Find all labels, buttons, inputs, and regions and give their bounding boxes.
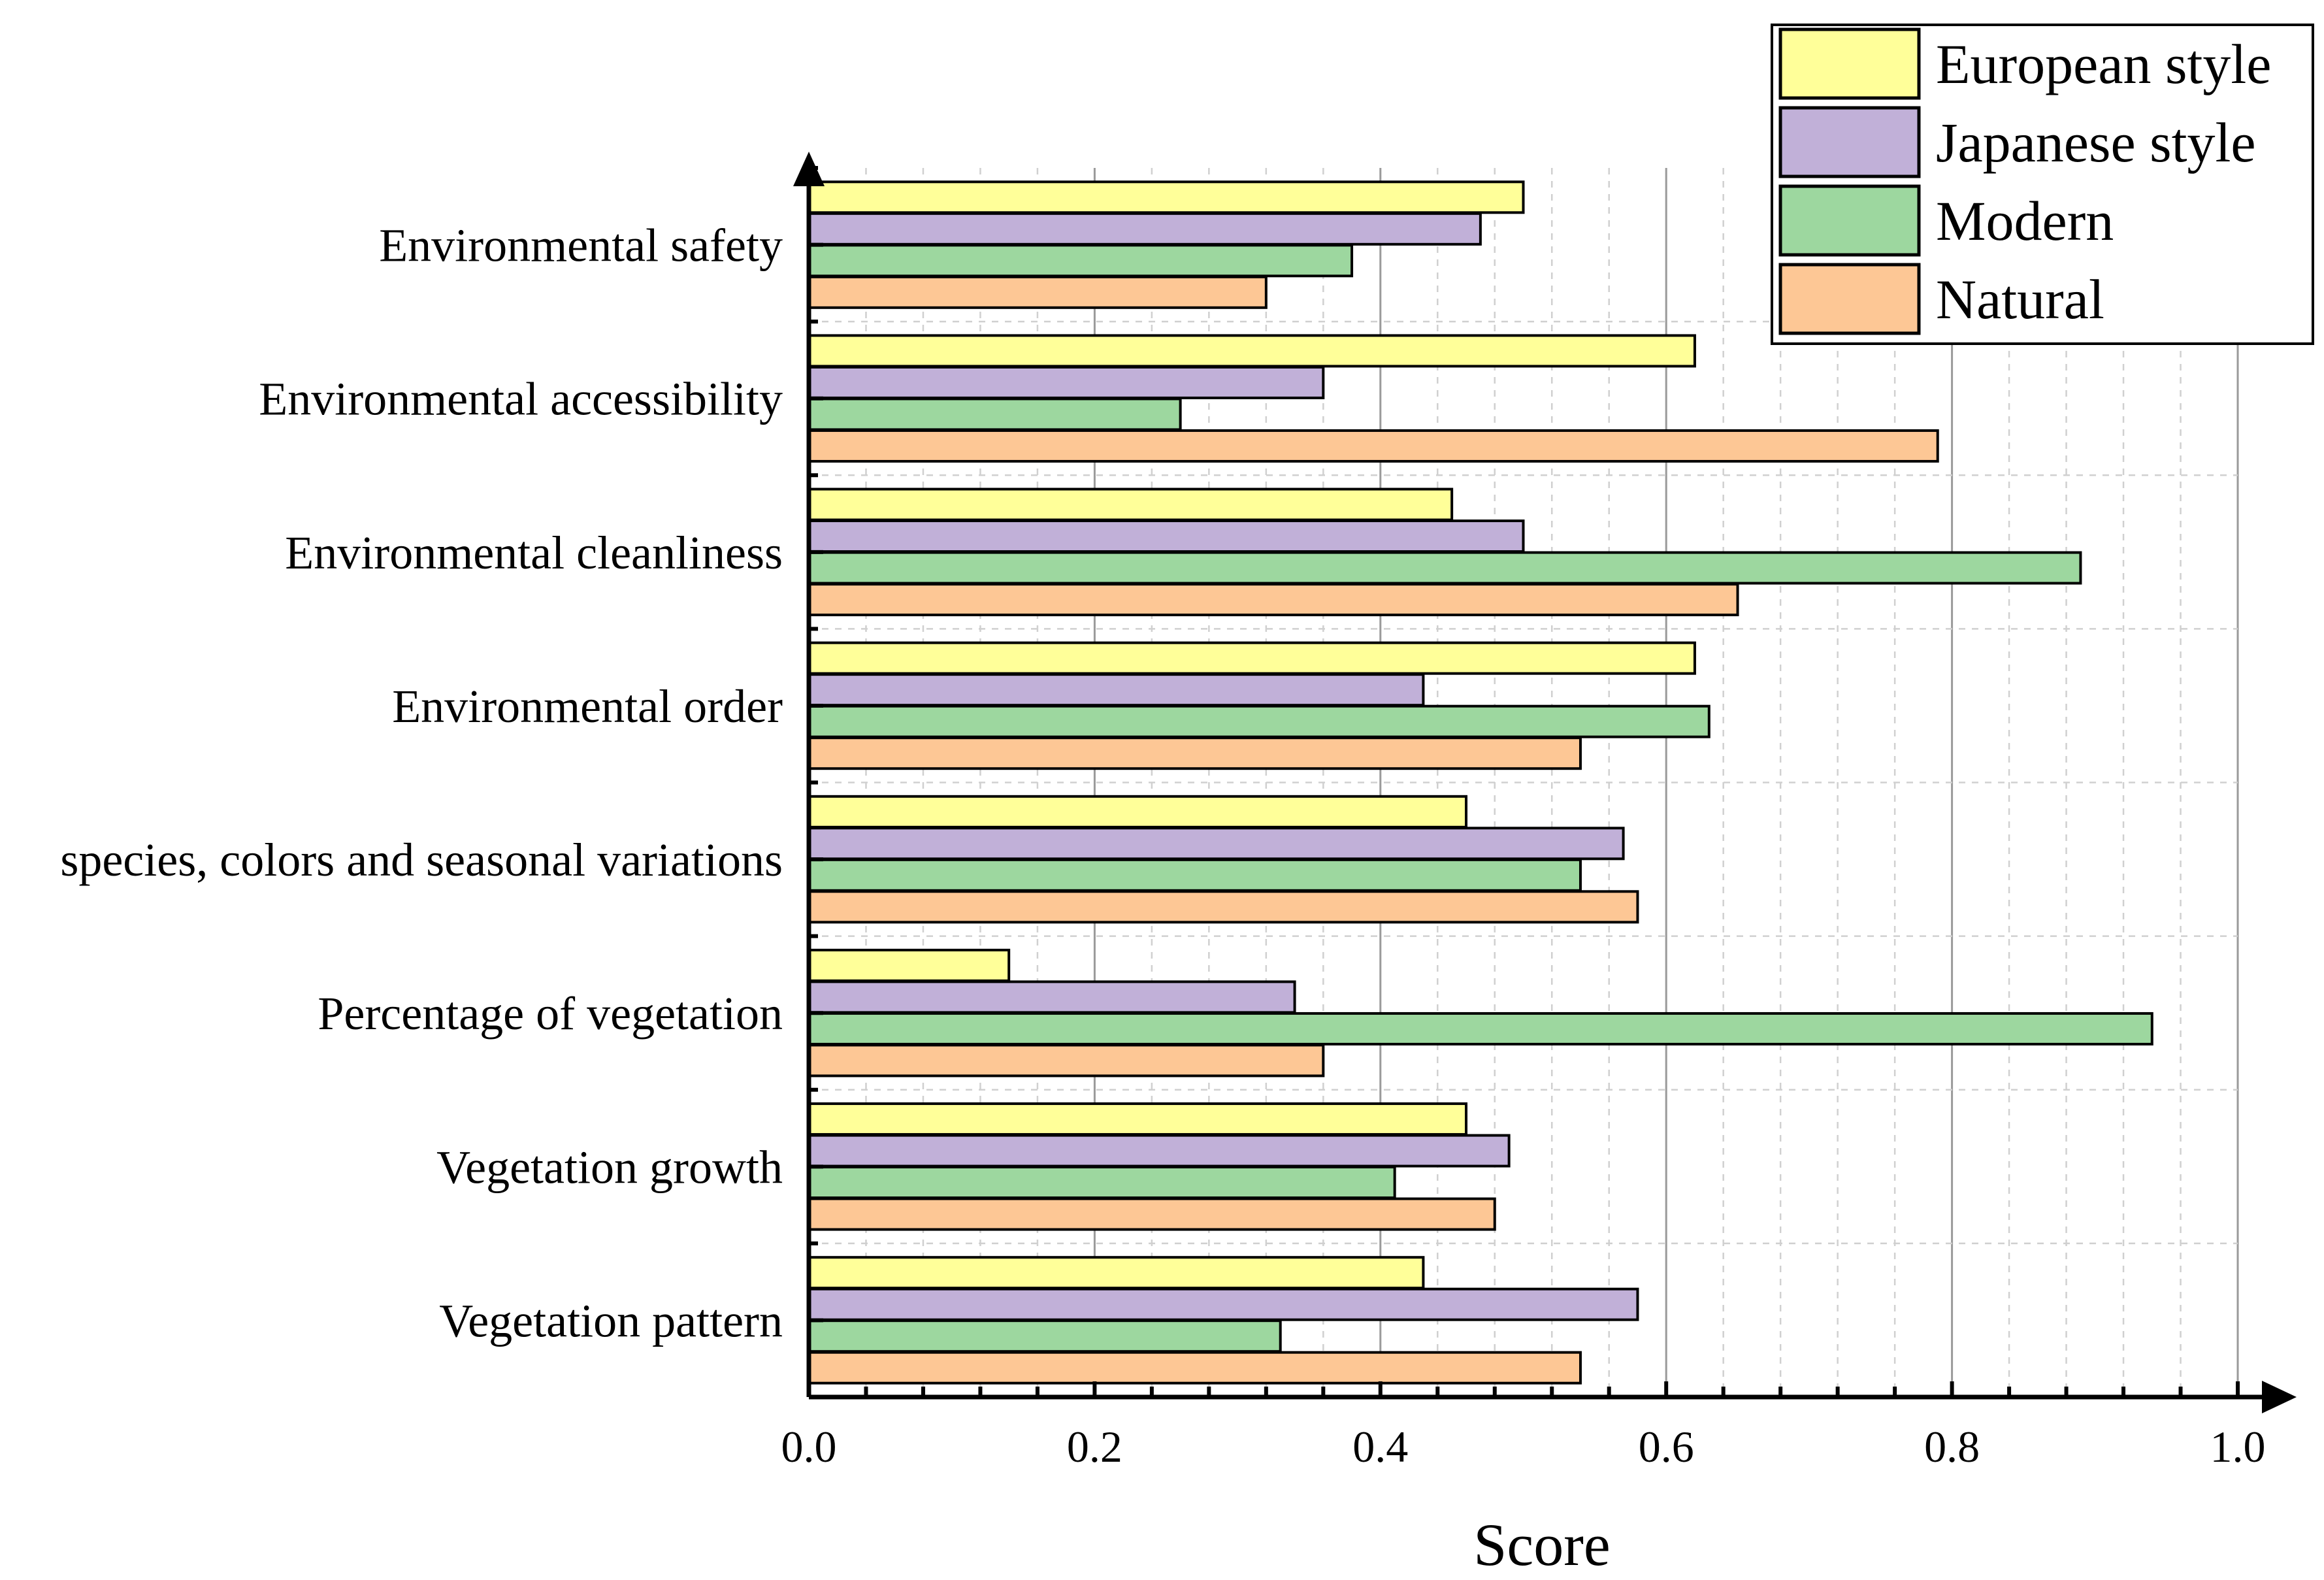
bar-natural [808,1351,1582,1385]
category-label: Vegetation pattern [439,1294,783,1347]
bar-modern [808,244,1354,278]
category-label: Environmental safety [379,220,783,272]
legend-swatch [1778,27,1921,100]
x-tick-label: 0.8 [1924,1422,1980,1472]
bar-japanese-style [808,673,1425,707]
bar-european-style [808,1102,1468,1136]
x-tick-label: 0.4 [1352,1422,1408,1472]
x-tick-label: 0.0 [781,1422,837,1472]
category-label: species, colors and seasonal variations [60,834,783,886]
bar-modern [808,858,1582,892]
bar-modern [808,1012,2153,1045]
bar-japanese-style [808,1134,1511,1168]
bar-modern [808,1166,1396,1200]
category-label: Environmental order [392,680,783,732]
bar-european-style [808,641,1696,675]
bar-natural [808,1197,1496,1231]
legend-swatch [1778,263,1921,335]
x-tick-label: 0.6 [1639,1422,1694,1472]
bar-japanese-style [808,980,1296,1014]
legend-label: Japanese style [1936,111,2256,174]
bar-japanese-style [808,1287,1639,1321]
bar-natural [808,1044,1325,1078]
bar-modern [808,397,1182,431]
bar-european-style [808,795,1468,829]
bar-european-style [808,1256,1425,1290]
category-labels: Environmental safety Environmental access… [60,220,783,1347]
category-label: Environmental accessibility [259,373,783,425]
legend-swatch [1778,184,1921,257]
axes [793,152,2297,1413]
category-label: Environmental cleanliness [285,527,783,579]
legend-label: Natural [1936,268,2104,331]
bar-modern [808,704,1710,738]
legend-label: Modern [1936,189,2114,252]
grid-lines [809,168,2239,1397]
x-axis-arrow [2262,1381,2297,1413]
legend-label: European style [1936,33,2271,95]
bar-japanese-style [808,365,1325,399]
x-axis-title: Score [1473,1511,1610,1578]
bar-european-style [808,487,1454,521]
category-label: Percentage of vegetation [318,987,783,1040]
bar-japanese-style [808,212,1482,246]
x-tick-label: 1.0 [2210,1422,2266,1472]
bar-modern [808,551,2082,585]
bar-natural [808,429,1939,463]
legend-swatch [1778,106,1921,178]
x-tick-labels: 0.0 0.2 0.4 0.6 0.8 1.0 [781,1422,2266,1472]
bar-modern [808,1319,1282,1353]
bar-european-style [808,180,1525,214]
y-axis-arrow [793,152,825,186]
category-label: Vegetation growth [436,1141,783,1193]
bar-japanese-style [808,519,1525,553]
bar-european-style [808,948,1011,982]
bar-natural [808,736,1582,770]
legend: European style Japanese style Modern Natura… [1771,24,2314,345]
x-tick-label: 0.2 [1067,1422,1122,1472]
bar-natural [808,583,1739,617]
bar-european-style [808,334,1696,368]
bar-natural [808,890,1639,924]
bar-natural [808,275,1268,309]
bar-series [808,180,2153,1385]
bar-japanese-style [808,827,1625,861]
